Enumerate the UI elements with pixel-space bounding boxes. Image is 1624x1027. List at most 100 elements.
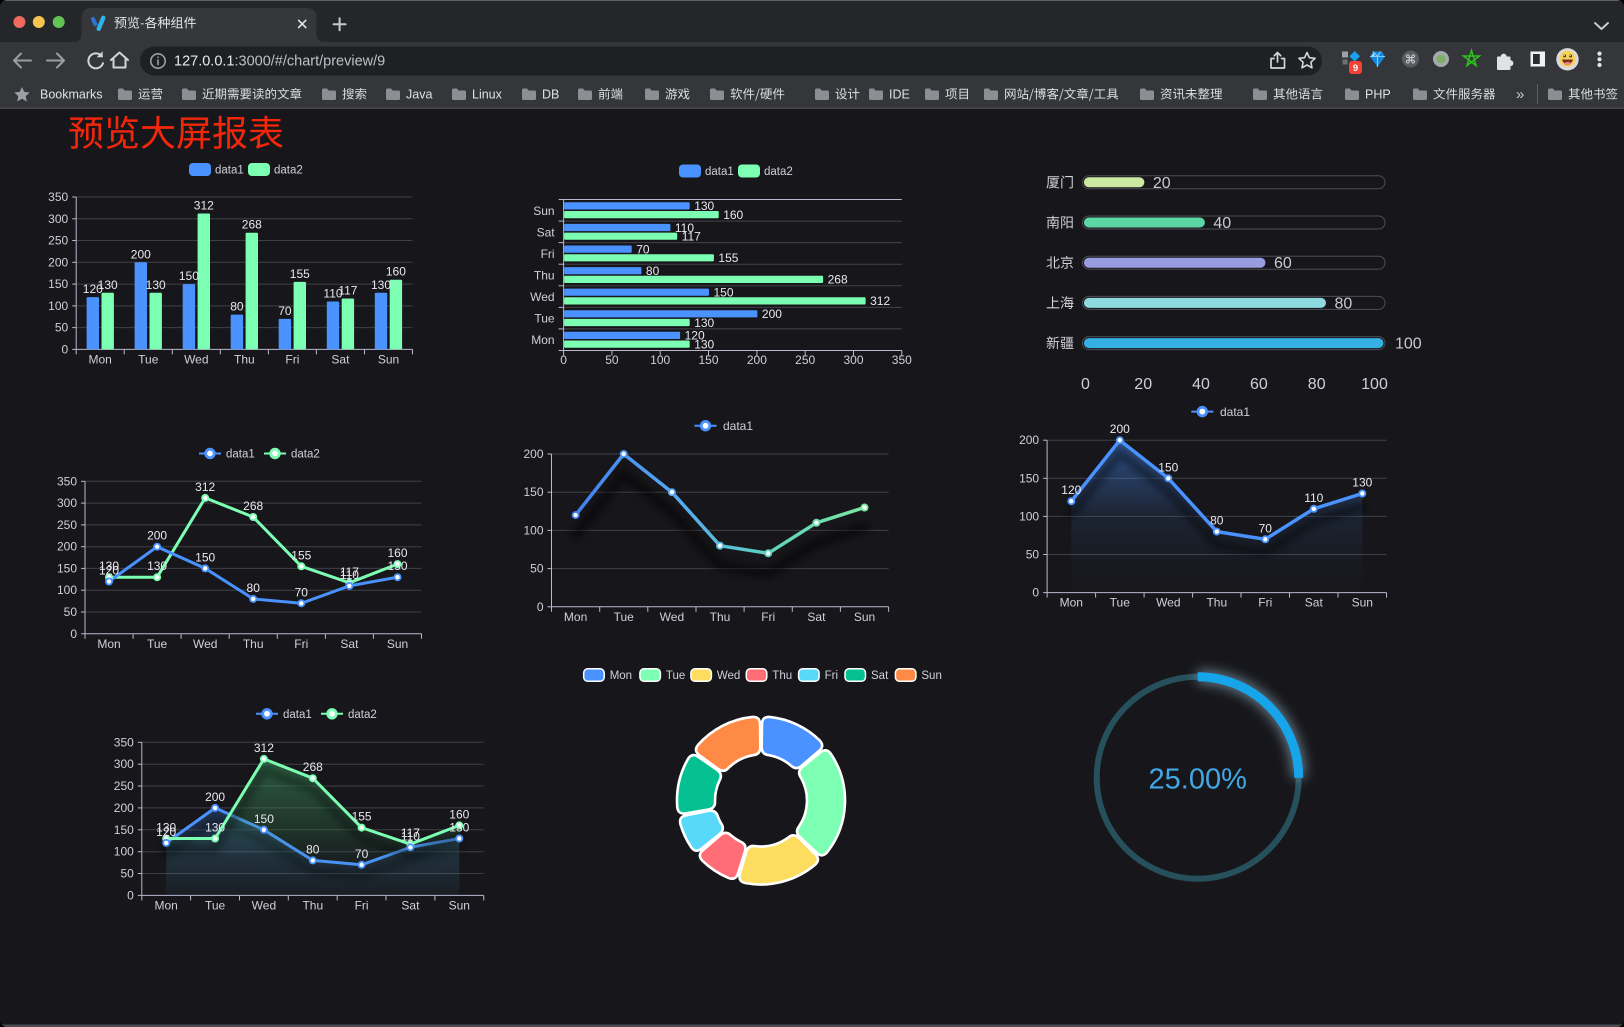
svg-text:Thu: Thu: [772, 670, 792, 682]
svg-text:130: 130: [1352, 476, 1372, 490]
svg-text:Mon: Mon: [155, 898, 178, 912]
svg-text:Wed: Wed: [184, 352, 208, 366]
svg-text:Fri: Fri: [825, 670, 838, 682]
svg-text:150: 150: [523, 485, 543, 499]
svg-text:Sun: Sun: [378, 352, 399, 366]
svg-text:268: 268: [242, 218, 262, 232]
svg-text:20: 20: [1134, 376, 1152, 393]
svg-text:100: 100: [650, 353, 670, 367]
svg-text:250: 250: [795, 353, 815, 367]
svg-text:150: 150: [195, 550, 215, 564]
svg-text:Mon: Mon: [564, 610, 587, 624]
svg-text:110: 110: [340, 568, 359, 582]
svg-text:Tue: Tue: [147, 637, 168, 651]
svg-text:150: 150: [698, 353, 718, 367]
svg-text:0: 0: [62, 342, 69, 356]
svg-text:70: 70: [295, 585, 309, 599]
svg-text:150: 150: [1019, 471, 1039, 485]
svg-text:80: 80: [1335, 295, 1353, 312]
svg-text:120: 120: [1061, 483, 1081, 497]
svg-text:130: 130: [449, 821, 469, 835]
svg-text:100: 100: [48, 299, 68, 313]
svg-text:Tue: Tue: [614, 610, 635, 624]
svg-text:200: 200: [747, 353, 767, 367]
svg-text:300: 300: [48, 212, 68, 226]
svg-text:Thu: Thu: [302, 898, 323, 912]
svg-text:200: 200: [205, 790, 225, 804]
svg-text:80: 80: [1210, 514, 1224, 528]
svg-text:50: 50: [1026, 548, 1040, 562]
svg-text:PHP: PHP: [1365, 88, 1391, 102]
svg-text:250: 250: [114, 779, 134, 793]
svg-text:117: 117: [682, 230, 701, 244]
svg-text:Thu: Thu: [534, 269, 555, 283]
svg-text:130: 130: [146, 278, 166, 292]
svg-text:312: 312: [870, 294, 890, 308]
svg-text:Thu: Thu: [243, 637, 264, 651]
svg-text:data2: data2: [764, 166, 793, 178]
svg-text:160: 160: [386, 265, 406, 279]
svg-text:312: 312: [195, 480, 215, 494]
svg-text:80: 80: [646, 264, 660, 278]
svg-text:Thu: Thu: [1206, 596, 1227, 610]
svg-text:»: »: [1516, 86, 1524, 103]
svg-text:110: 110: [323, 287, 342, 301]
svg-text:data1: data1: [723, 419, 753, 433]
svg-text:Fri: Fri: [355, 898, 369, 912]
svg-text:100: 100: [523, 523, 543, 537]
svg-text:Sat: Sat: [331, 352, 350, 366]
svg-text:Mon: Mon: [531, 333, 554, 347]
svg-text:0: 0: [537, 600, 544, 614]
svg-text:Mon: Mon: [1060, 596, 1083, 610]
svg-text:0: 0: [1032, 586, 1039, 600]
svg-text:155: 155: [352, 810, 372, 824]
svg-text:300: 300: [114, 757, 134, 771]
svg-text:268: 268: [243, 499, 263, 513]
svg-text:100: 100: [1395, 336, 1422, 353]
svg-text:268: 268: [303, 760, 323, 774]
svg-text:Linux: Linux: [472, 88, 503, 102]
svg-text:Mon: Mon: [610, 670, 632, 682]
svg-text:200: 200: [1110, 422, 1130, 436]
svg-text:data1: data1: [215, 165, 244, 177]
svg-text:117: 117: [401, 826, 420, 840]
svg-text:Fri: Fri: [294, 637, 308, 651]
svg-text:250: 250: [48, 234, 68, 248]
svg-text:Sat: Sat: [807, 610, 826, 624]
svg-text:0: 0: [560, 353, 567, 367]
svg-text:350: 350: [48, 190, 68, 204]
svg-text:Sun: Sun: [1352, 596, 1373, 610]
svg-text:130: 130: [694, 316, 714, 330]
svg-text:50: 50: [64, 605, 78, 619]
svg-text:80: 80: [306, 842, 320, 856]
svg-text:312: 312: [194, 199, 214, 213]
svg-text:117: 117: [338, 284, 357, 298]
svg-text:100: 100: [57, 583, 77, 597]
svg-text:200: 200: [114, 801, 134, 815]
svg-text:200: 200: [57, 540, 77, 554]
svg-text:200: 200: [523, 447, 543, 461]
svg-text:Sun: Sun: [449, 898, 470, 912]
svg-text:155: 155: [291, 548, 311, 562]
svg-text:100: 100: [114, 845, 134, 859]
svg-text:100: 100: [1019, 509, 1039, 523]
svg-text:Wed: Wed: [717, 670, 740, 682]
svg-text:data2: data2: [348, 709, 377, 721]
svg-text:130: 130: [98, 278, 118, 292]
svg-text:120: 120: [99, 564, 119, 578]
svg-text:Tue: Tue: [138, 352, 159, 366]
svg-text:Wed: Wed: [252, 898, 276, 912]
svg-text:50: 50: [120, 867, 134, 881]
svg-text:Sat: Sat: [340, 637, 359, 651]
svg-text:Sat: Sat: [871, 670, 889, 682]
svg-text:150: 150: [254, 812, 274, 826]
svg-text:0: 0: [127, 888, 134, 902]
svg-text:312: 312: [254, 741, 274, 755]
svg-text:70: 70: [636, 242, 650, 256]
svg-text:Tue: Tue: [534, 312, 555, 326]
svg-text:117: 117: [340, 565, 359, 579]
svg-text:25.00%: 25.00%: [1149, 763, 1247, 795]
svg-text:IDE: IDE: [889, 88, 910, 102]
svg-text:130: 130: [99, 559, 119, 573]
svg-text:20: 20: [1153, 175, 1171, 192]
